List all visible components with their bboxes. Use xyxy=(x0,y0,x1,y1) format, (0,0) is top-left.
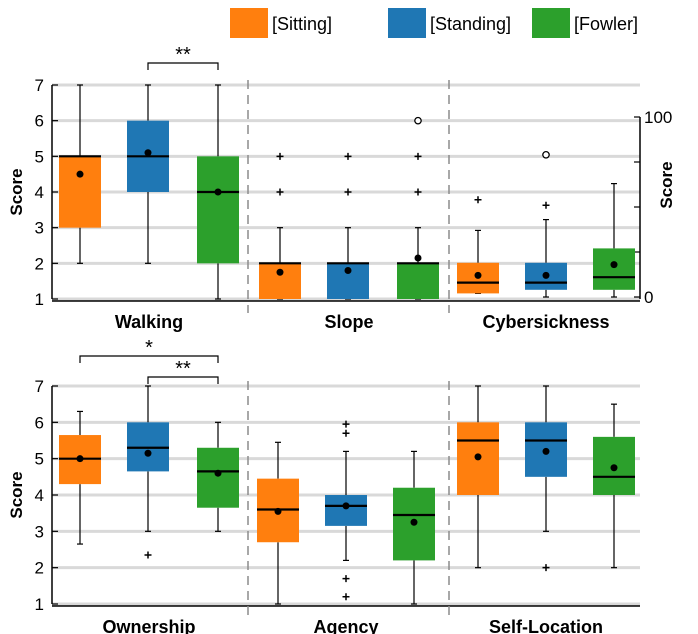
y-tick-label: 3 xyxy=(35,522,44,541)
y-tick-label: 3 xyxy=(35,219,44,238)
y-tick-label: 5 xyxy=(35,147,44,166)
y-tick-label: 1 xyxy=(35,290,44,309)
legend-swatch xyxy=(532,8,570,38)
mean-dot xyxy=(276,268,284,276)
legend-label: [Sitting] xyxy=(272,14,332,34)
box xyxy=(593,248,635,290)
mean-dot xyxy=(76,170,84,178)
outlier-plus xyxy=(276,152,284,160)
outlier-plus xyxy=(474,196,482,204)
outlier-plus xyxy=(342,420,350,428)
category-label: Ownership xyxy=(102,617,195,634)
outlier-plus xyxy=(344,152,352,160)
mean-dot xyxy=(214,469,222,477)
y-tick-label: 4 xyxy=(35,486,44,505)
significance-bracket xyxy=(79,355,219,363)
category-label: Cybersickness xyxy=(482,312,609,332)
y-tick-label: 2 xyxy=(35,559,44,578)
mean-dot xyxy=(76,455,84,463)
y-axis-label: Score xyxy=(7,168,26,215)
outlier-plus xyxy=(342,593,350,601)
category-label: Walking xyxy=(115,312,183,332)
right-y-axis-label: Score xyxy=(657,161,676,208)
box xyxy=(59,156,101,228)
mean-dot xyxy=(342,502,350,510)
outlier-circle xyxy=(414,116,422,125)
y-tick-label: 1 xyxy=(35,595,44,614)
y-tick-label: 6 xyxy=(35,413,44,432)
outlier-plus xyxy=(342,429,350,437)
outlier-plus xyxy=(342,575,350,583)
box xyxy=(197,156,239,264)
box xyxy=(197,447,239,508)
legend-label: [Standing] xyxy=(430,14,511,34)
mean-dot xyxy=(610,261,618,269)
y-axis-label: Score xyxy=(7,471,26,518)
right-tick-label: 100 xyxy=(644,108,672,127)
outlier-plus xyxy=(414,152,422,160)
mean-dot xyxy=(474,453,482,461)
y-tick-label: 4 xyxy=(35,183,44,202)
legend-swatch xyxy=(230,8,268,38)
y-tick-label: 5 xyxy=(35,450,44,469)
outlier-plus xyxy=(344,188,352,196)
mean-dot xyxy=(542,447,550,455)
outlier-plus xyxy=(276,188,284,196)
mean-dot xyxy=(414,254,422,262)
box xyxy=(397,263,439,299)
mean-dot xyxy=(144,149,152,157)
significance-label: * xyxy=(145,337,153,359)
outlier-circle xyxy=(542,150,550,159)
significance-bracket xyxy=(147,376,219,384)
box xyxy=(325,495,367,526)
mean-dot xyxy=(274,507,282,515)
box xyxy=(259,263,301,299)
outlier-plus xyxy=(414,188,422,196)
mean-dot xyxy=(610,464,618,472)
y-tick-label: 7 xyxy=(35,377,44,396)
outlier-plus xyxy=(542,201,550,209)
outlier-plus xyxy=(144,551,152,559)
y-tick-label: 2 xyxy=(35,254,44,273)
outlier-plus xyxy=(542,564,550,572)
y-tick-label: 6 xyxy=(35,112,44,131)
y-tick-label: 7 xyxy=(35,76,44,95)
mean-dot xyxy=(410,518,418,526)
category-label: Self-Location xyxy=(489,617,603,634)
category-label: Slope xyxy=(324,312,373,332)
significance-bracket xyxy=(147,62,219,70)
significance-label: ** xyxy=(175,44,191,66)
mean-dot xyxy=(144,449,152,457)
legend-label: [Fowler] xyxy=(574,14,638,34)
mean-dot xyxy=(344,266,352,274)
mean-dot xyxy=(214,188,222,196)
mean-dot xyxy=(542,271,550,279)
right-tick-label: 0 xyxy=(644,288,653,307)
significance-label: ** xyxy=(175,358,191,380)
legend-swatch xyxy=(388,8,426,38)
mean-dot xyxy=(474,271,482,279)
category-label: Agency xyxy=(313,617,378,634)
